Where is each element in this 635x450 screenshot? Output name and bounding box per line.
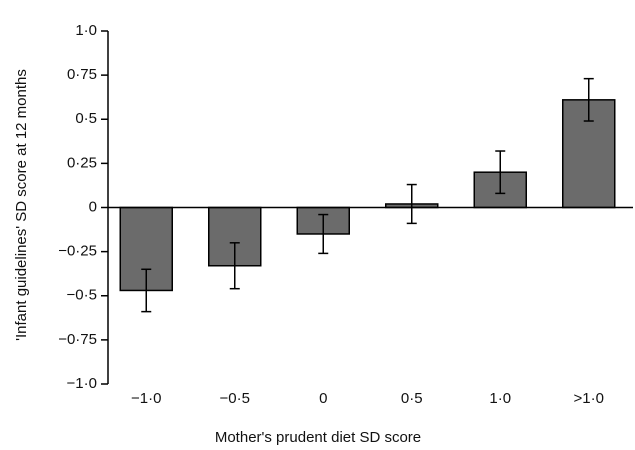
y-tick-label: −1·0 — [67, 375, 97, 392]
y-tick-label: 0·5 — [75, 110, 97, 127]
y-tick-label: 0 — [89, 198, 97, 215]
x-tick-label: −0·5 — [220, 390, 250, 407]
error-bar — [495, 150, 506, 195]
y-axis-label: 'Infant guidelines' SD score at 12 month… — [13, 69, 30, 341]
y-tick-label: −0·25 — [58, 243, 97, 260]
y-tick-label: 1·0 — [75, 22, 97, 39]
error-bar — [229, 242, 240, 290]
error-bar — [141, 268, 152, 313]
x-tick-label: >1·0 — [574, 390, 604, 407]
x-tick-label: 0·5 — [401, 390, 423, 407]
y-tick-label: 0·75 — [67, 66, 97, 83]
x-tick-label: 1·0 — [489, 390, 511, 407]
y-tick-label: −0·5 — [67, 287, 97, 304]
x-axis-label: Mother's prudent diet SD score — [215, 429, 421, 446]
error-bar — [318, 213, 329, 255]
x-tick-label: 0 — [319, 390, 327, 407]
error-bar — [406, 183, 417, 225]
error-bar — [583, 77, 594, 122]
x-tick-label: −1·0 — [131, 390, 161, 407]
y-tick-label: 0·25 — [67, 154, 97, 171]
y-tick-label: −0·75 — [58, 331, 97, 348]
